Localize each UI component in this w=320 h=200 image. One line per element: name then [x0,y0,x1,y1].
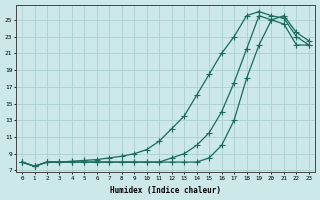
X-axis label: Humidex (Indice chaleur): Humidex (Indice chaleur) [110,186,221,195]
